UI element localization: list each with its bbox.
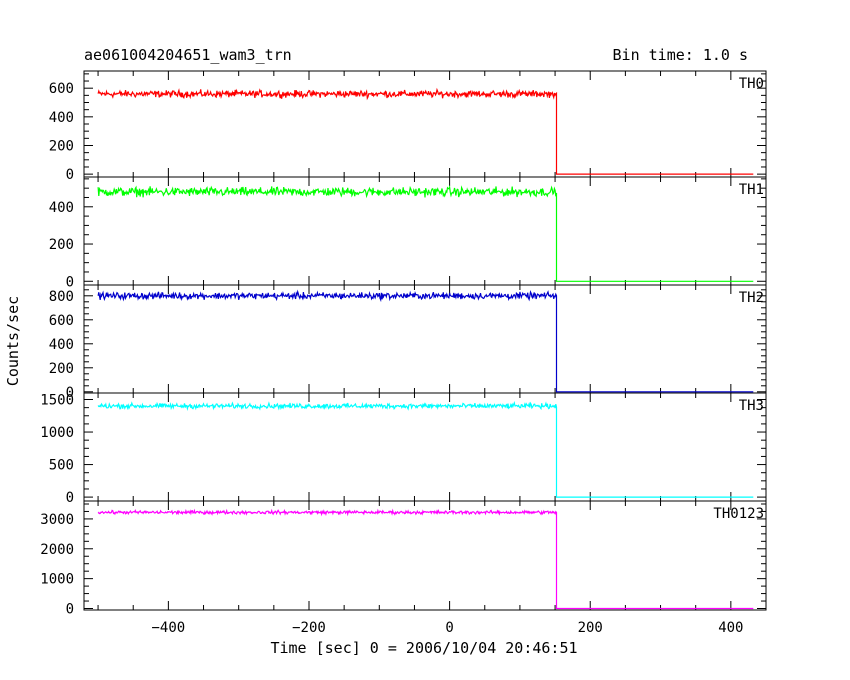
panel-label-th3: TH3	[739, 398, 764, 414]
x-tick-label: −400	[152, 620, 186, 636]
y-tick-label: 0	[66, 602, 74, 618]
panel-label-th2: TH2	[739, 290, 764, 306]
y-tick-label: 600	[49, 81, 74, 97]
panel-frame	[83, 392, 767, 502]
y-tick-label: 600	[49, 313, 74, 329]
y-tick-label: 1500	[40, 393, 74, 409]
y-tick-label: 200	[49, 138, 74, 154]
x-axis-label: Time [sec] 0 = 2006/10/04 20:46:51	[270, 639, 577, 657]
panel-th0123: 0 1000 2000 3000 TH0123	[40, 500, 767, 618]
y-tick-label: 0	[66, 167, 74, 183]
y-axis-label: Counts/sec	[4, 296, 22, 386]
panel-label-th0123: TH0123	[713, 506, 764, 522]
panel-th0: 0 200 400 600 TH0	[49, 70, 767, 183]
panel-th1: 0 200 400 TH1	[49, 176, 767, 290]
y-tick-label: 800	[49, 289, 74, 305]
y-tick-label: 400	[49, 110, 74, 126]
y-tick-label: 0	[66, 274, 74, 290]
y-tick-label: 0	[66, 385, 74, 401]
y-tick-label: 1000	[40, 572, 74, 588]
series-line-th3	[97, 400, 754, 498]
y-tick-label: 400	[49, 337, 74, 353]
series-line-th1	[97, 184, 754, 282]
series-line-th0123	[97, 508, 754, 610]
panel-label-th0: TH0	[739, 76, 764, 92]
bin-time-label: Bin time: 1.0 s	[613, 46, 748, 64]
x-tick-label: 0	[445, 620, 453, 636]
y-tick-label: 1000	[40, 425, 74, 441]
y-tick-label: 0	[66, 490, 74, 506]
y-tick-label: 200	[49, 237, 74, 253]
panel-th2: 0 200 400 600 800 TH2	[49, 284, 767, 401]
y-tick-label: 500	[49, 458, 74, 474]
panel-label-th1: TH1	[739, 182, 764, 198]
panel-frame	[83, 70, 767, 178]
x-tick-label: −200	[292, 620, 326, 636]
y-tick-label: 200	[49, 361, 74, 377]
x-tick-label: 400	[718, 620, 743, 636]
panel-th3: 0 500 1000 1500 TH3	[40, 392, 767, 506]
series-line-th2	[97, 289, 754, 393]
chart-title: ae061004204651_wam3_trn	[84, 46, 292, 64]
panel-frame	[83, 500, 767, 611]
y-tick-label: 2000	[40, 542, 74, 558]
y-tick-label: 400	[49, 200, 74, 216]
x-tick-label: 200	[578, 620, 603, 636]
panel-frame	[83, 284, 767, 394]
series-line-th0	[97, 87, 754, 175]
y-tick-label: 3000	[40, 512, 74, 528]
